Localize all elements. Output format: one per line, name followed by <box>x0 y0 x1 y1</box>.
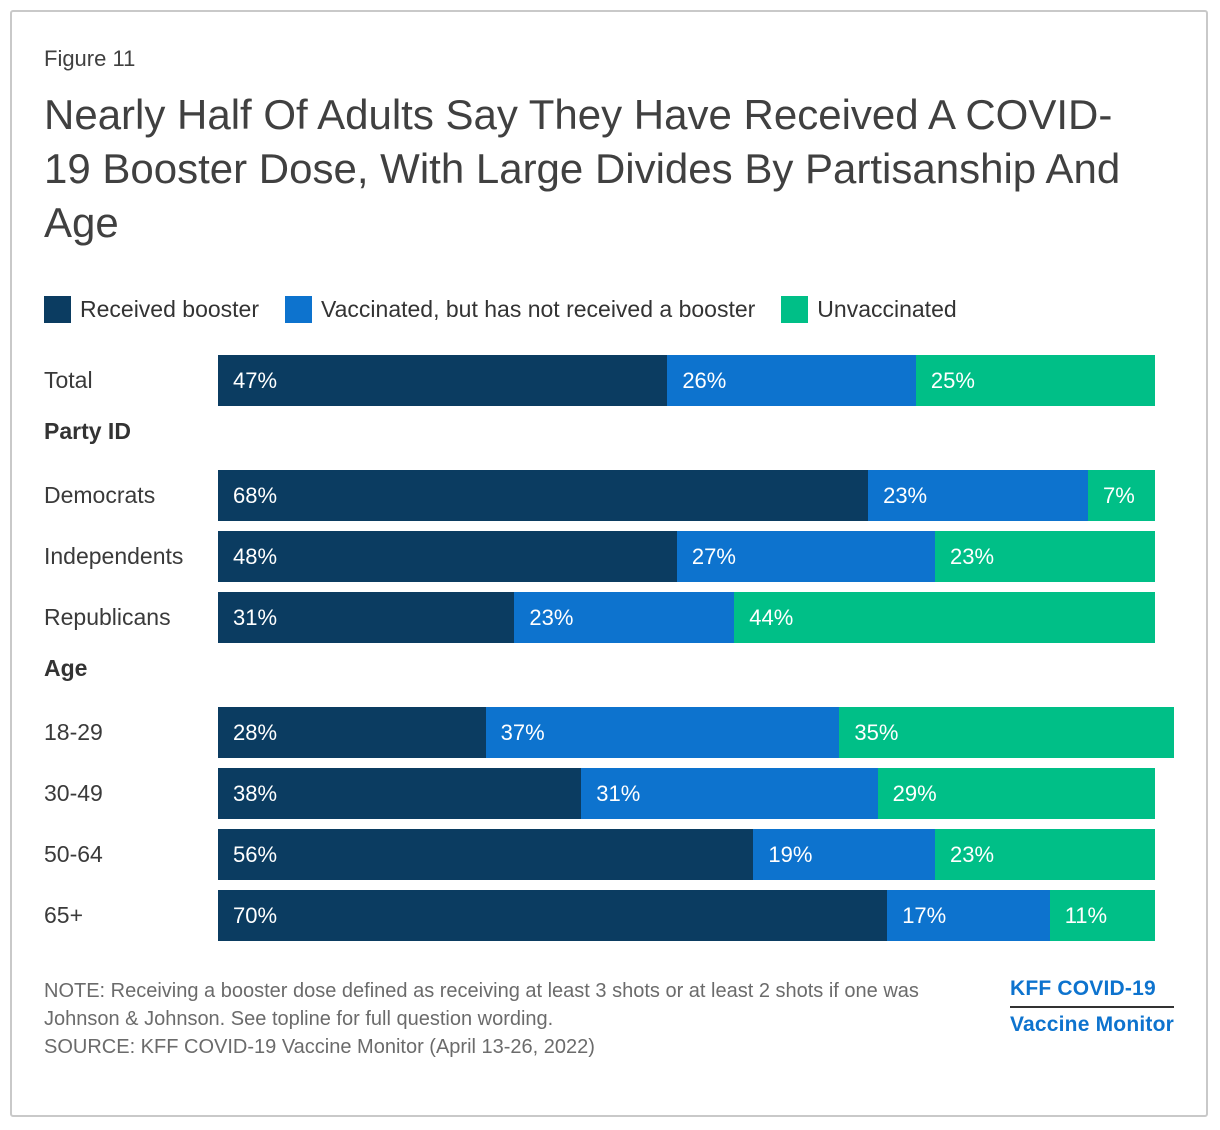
logo-line-2: Vaccine Monitor <box>1009 1013 1174 1036</box>
row-label: 30-49 <box>44 780 103 806</box>
chart-row: 30-49 38% 31% 29% <box>44 768 1174 819</box>
stacked-bar-chart: Total 47% 26% 25% Party ID Democrats 68% 23% 7% I… <box>44 355 1174 941</box>
bar-value-label: 44% <box>749 604 794 630</box>
row-label: Republicans <box>44 604 171 630</box>
chart-row: Republicans 31% 23% 44% <box>44 592 1174 643</box>
chart-row: Democrats 68% 23% 7% <box>44 470 1174 521</box>
bar-value-label: 47% <box>233 367 278 393</box>
bar-segment: 23% <box>514 592 735 643</box>
bar-value-label: 37% <box>500 719 545 745</box>
bar-value-label: 35% <box>854 719 899 745</box>
bar-segment: 31% <box>581 768 878 819</box>
bar-value-label: 29% <box>892 780 937 806</box>
legend-swatch-icon <box>781 296 809 323</box>
bar-segment: 17% <box>887 890 1050 941</box>
bar-segment: 27% <box>676 531 935 582</box>
bar-value-label: 11% <box>1064 902 1108 928</box>
row-label: 18-29 <box>44 719 103 745</box>
legend-item: Received booster <box>44 296 259 323</box>
note-text: NOTE: Receiving a booster dose defined a… <box>44 980 919 1030</box>
bar-segment: 23% <box>868 470 1088 521</box>
bar-track: 38% 31% 29% <box>218 768 1174 819</box>
row-label: Total <box>44 367 93 393</box>
bar-segment: 25% <box>915 355 1155 406</box>
bar-track: 70% 17% 11% <box>218 890 1174 941</box>
legend-item: Vaccinated, but has not received a boost… <box>285 296 755 323</box>
legend-swatch-icon <box>44 296 71 323</box>
legend-swatch-icon <box>285 296 312 323</box>
legend-label: Unvaccinated <box>817 296 957 322</box>
bar-value-label: 23% <box>949 841 995 867</box>
bar-segment: 56% <box>218 829 754 880</box>
bar-segment: 7% <box>1087 470 1155 521</box>
notes-block: NOTE: Receiving a booster dose defined a… <box>44 977 994 1061</box>
legend-item: Unvaccinated <box>781 296 957 323</box>
bar-track: 28% 37% 35% <box>218 707 1174 758</box>
source-text: SOURCE: KFF COVID-19 Vaccine Monitor (Ap… <box>44 1036 595 1058</box>
bar-value-label: 7% <box>1102 482 1135 508</box>
bar-segment: 37% <box>485 707 840 758</box>
bar-value-label: 70% <box>233 902 278 928</box>
bar-value-label: 31% <box>596 780 641 806</box>
page-title: Nearly Half Of Adults Say They Have Rece… <box>44 91 1121 246</box>
row-label: 65+ <box>44 902 84 928</box>
bar-segment: 31% <box>218 592 515 643</box>
section-header: Party ID <box>44 418 131 444</box>
bar-value-label: 31% <box>233 604 278 630</box>
chart-row: Total 47% 26% 25% <box>44 355 1174 406</box>
bar-segment: 11% <box>1049 890 1155 941</box>
bar-value-label: 17% <box>902 902 947 928</box>
bar-value-label: 23% <box>883 482 928 508</box>
bar-segment: 38% <box>218 768 582 819</box>
figure-label: Figure 11 <box>44 46 136 71</box>
bar-segment: 26% <box>667 355 916 406</box>
bar-value-label: 23% <box>949 543 995 569</box>
bar-segment: 29% <box>877 768 1155 819</box>
bar-segment: 23% <box>934 531 1155 582</box>
bar-segment: 28% <box>218 707 486 758</box>
bar-value-label: 38% <box>233 780 278 806</box>
chart-row: 18-29 28% 37% 35% <box>44 707 1174 758</box>
bar-segment: 44% <box>734 592 1155 643</box>
bar-segment: 48% <box>218 531 677 582</box>
legend: Received booster Vaccinated, but has not … <box>44 296 1174 323</box>
bar-segment: 23% <box>934 829 1155 880</box>
row-label: Democrats <box>44 482 156 508</box>
bar-value-label: 56% <box>233 841 278 867</box>
bar-segment: 68% <box>218 470 869 521</box>
figure-card: Figure 11 Nearly Half Of Adults Say They… <box>10 10 1208 1117</box>
bar-track: 31% 23% 44% <box>218 592 1174 643</box>
kff-vaccine-monitor-logo: KFF COVID-19 Vaccine Monitor <box>1009 977 1174 1037</box>
chart-row: Independents 48% 27% 23% <box>44 531 1174 582</box>
bar-value-label: 23% <box>529 604 574 630</box>
bar-value-label: 26% <box>682 367 727 393</box>
bar-value-label: 25% <box>930 367 975 393</box>
bar-segment: 47% <box>218 355 668 406</box>
footer: NOTE: Receiving a booster dose defined a… <box>44 977 1174 1061</box>
row-label: Independents <box>44 543 184 569</box>
bar-track: 68% 23% 7% <box>218 470 1174 521</box>
bar-segment: 35% <box>839 707 1174 758</box>
bar-value-label: 27% <box>691 543 736 569</box>
chart-row: 50-64 56% 19% 23% <box>44 829 1174 880</box>
bar-track: 48% 27% 23% <box>218 531 1174 582</box>
bar-value-label: 68% <box>233 482 278 508</box>
logo-line-1: KFF COVID-19 <box>1009 977 1174 1008</box>
bar-value-label: 28% <box>233 719 278 745</box>
bar-segment: 19% <box>753 829 935 880</box>
legend-label: Vaccinated, but has not received a boost… <box>321 296 756 322</box>
bar-value-label: 19% <box>768 841 813 867</box>
bar-value-label: 48% <box>233 543 278 569</box>
legend-label: Received booster <box>80 296 259 322</box>
bar-track: 56% 19% 23% <box>218 829 1174 880</box>
row-label: 50-64 <box>44 841 103 867</box>
bar-segment: 70% <box>218 890 888 941</box>
chart-row: 65+ 70% 17% 11% <box>44 890 1174 941</box>
bar-track: 47% 26% 25% <box>218 355 1174 406</box>
section-header: Age <box>44 655 88 681</box>
